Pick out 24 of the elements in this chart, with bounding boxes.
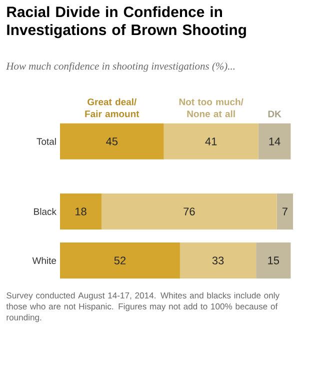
bar [180, 242, 256, 278]
series-label: DK [268, 110, 282, 118]
chart-title: Racial Divide in Confidence in Investigations of Brown Shooting [7, 6, 246, 38]
y-tick-label: Total [36, 138, 56, 145]
bar [164, 123, 258, 160]
bar [60, 242, 180, 278]
data-label: 52 [114, 256, 126, 264]
series-label: Not too much/ None at all [179, 98, 244, 118]
bar [258, 123, 291, 160]
data-label: 45 [106, 138, 118, 146]
data-label: 7 [282, 208, 288, 216]
series-label: Great deal/ Fair amount [85, 98, 140, 118]
chart-subtitle: How much confidence in shooting investigations (%)... [6, 62, 235, 72]
y-tick-label: Black [34, 208, 56, 215]
annotation: Survey conducted August 14-17, 2014. Whites and blacks include only those who are not Hispanic. Figures may not add to 100% because of rounding. [6, 292, 280, 322]
data-label: 14 [269, 138, 280, 146]
data-label: 76 [184, 208, 195, 216]
bar [60, 123, 164, 160]
y-tick-label: White [32, 257, 56, 264]
data-label: 15 [268, 256, 280, 264]
data-label: 18 [75, 208, 86, 216]
bar [256, 242, 291, 278]
data-label: 33 [212, 256, 224, 264]
data-label: 41 [205, 138, 217, 146]
